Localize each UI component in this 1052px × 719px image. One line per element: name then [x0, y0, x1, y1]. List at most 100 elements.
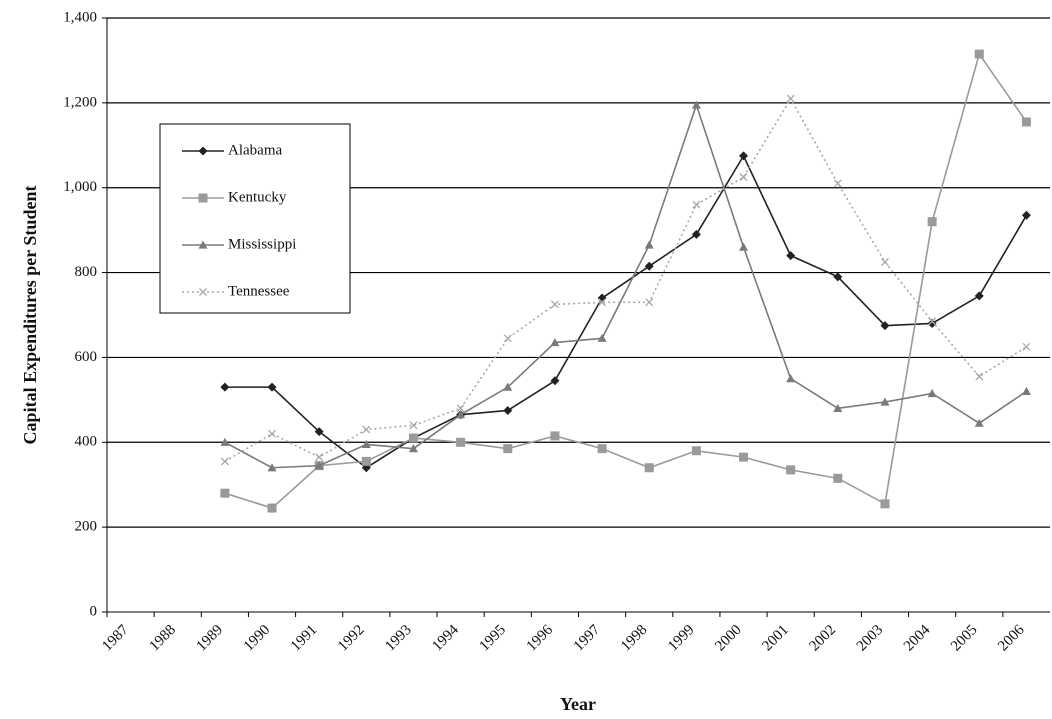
x-tick-label: 2002 — [807, 622, 840, 655]
marker — [408, 433, 418, 443]
marker — [974, 291, 984, 301]
series-line — [224, 52, 1028, 509]
y-tick-label: 1,400 — [63, 9, 97, 25]
marker — [503, 334, 512, 343]
marker — [220, 437, 230, 446]
marker — [739, 452, 749, 462]
marker — [927, 318, 937, 328]
marker — [503, 405, 513, 415]
marker — [786, 374, 796, 383]
marker — [880, 321, 890, 331]
marker — [550, 338, 560, 347]
x-tick-label: 1998 — [618, 622, 651, 655]
marker — [1021, 117, 1031, 127]
marker — [881, 258, 889, 266]
y-tick-label: 200 — [75, 519, 98, 535]
series-line — [224, 102, 1027, 469]
marker — [314, 427, 324, 437]
x-tick-label: 1995 — [477, 622, 510, 655]
x-tick-label: 1994 — [429, 622, 462, 655]
marker — [550, 376, 560, 386]
marker — [314, 461, 324, 470]
x-tick-label: 1997 — [571, 622, 604, 655]
marker — [974, 49, 984, 59]
marker — [1022, 342, 1031, 351]
x-tick-label: 2006 — [995, 622, 1028, 655]
marker — [550, 431, 560, 441]
marker — [503, 444, 513, 454]
x-tick-label: 1996 — [524, 622, 557, 655]
x-axis-label: Year — [560, 694, 596, 714]
marker — [880, 499, 890, 509]
marker — [362, 425, 371, 434]
legend-marker — [198, 146, 208, 156]
x-tick-label: 1990 — [241, 622, 274, 655]
y-tick-label: 1,200 — [63, 94, 97, 110]
marker — [268, 429, 276, 438]
marker — [644, 463, 654, 473]
marker — [361, 456, 371, 466]
marker — [880, 397, 890, 406]
marker — [220, 488, 230, 498]
marker — [267, 503, 277, 513]
marker — [928, 317, 937, 326]
marker — [833, 473, 843, 483]
marker — [1021, 210, 1031, 220]
marker — [739, 242, 749, 251]
marker — [739, 173, 748, 182]
marker — [503, 382, 513, 391]
marker — [644, 261, 654, 271]
x-tick-label: 2005 — [948, 622, 981, 655]
marker — [361, 439, 371, 449]
marker — [786, 251, 796, 261]
marker — [456, 437, 466, 447]
legend-label: Tennessee — [228, 283, 290, 299]
marker — [927, 388, 937, 398]
legend-label: Mississippi — [228, 236, 296, 252]
x-tick-label: 1988 — [146, 622, 179, 655]
marker — [597, 333, 607, 342]
marker — [833, 179, 842, 188]
x-tick-label: 1999 — [665, 622, 698, 655]
marker — [691, 446, 701, 456]
x-tick-label: 1993 — [382, 622, 415, 655]
y-tick-label: 600 — [75, 349, 98, 365]
marker — [739, 151, 749, 161]
marker — [456, 410, 466, 419]
x-tick-label: 1991 — [288, 622, 321, 655]
marker — [644, 240, 654, 249]
y-axis-label: Capital Expenditures per Student — [20, 186, 40, 445]
marker — [598, 298, 607, 307]
legend-label: Alabama — [228, 142, 282, 158]
y-tick-label: 0 — [90, 603, 98, 619]
marker — [267, 463, 277, 472]
marker — [975, 372, 984, 381]
x-tick-label: 2004 — [901, 622, 934, 655]
legend-marker — [199, 288, 207, 296]
marker — [408, 444, 418, 453]
marker — [691, 100, 701, 109]
marker — [833, 403, 843, 412]
x-tick-label: 2003 — [854, 622, 887, 655]
marker — [786, 465, 796, 475]
marker — [220, 457, 229, 466]
marker — [691, 229, 701, 239]
y-tick-label: 400 — [75, 434, 98, 450]
marker — [550, 300, 559, 309]
marker — [974, 418, 984, 427]
x-tick-label: 1992 — [335, 622, 368, 655]
marker — [786, 94, 795, 103]
marker — [220, 382, 230, 392]
x-tick-label: 2000 — [712, 622, 745, 655]
marker — [315, 453, 324, 462]
legend — [159, 123, 351, 314]
marker — [692, 200, 701, 209]
legend-marker — [198, 193, 208, 203]
marker — [1021, 386, 1031, 395]
marker — [456, 404, 465, 413]
y-tick-label: 800 — [75, 264, 98, 280]
marker — [597, 444, 607, 454]
marker — [409, 421, 418, 430]
x-tick-label: 1987 — [99, 622, 132, 655]
